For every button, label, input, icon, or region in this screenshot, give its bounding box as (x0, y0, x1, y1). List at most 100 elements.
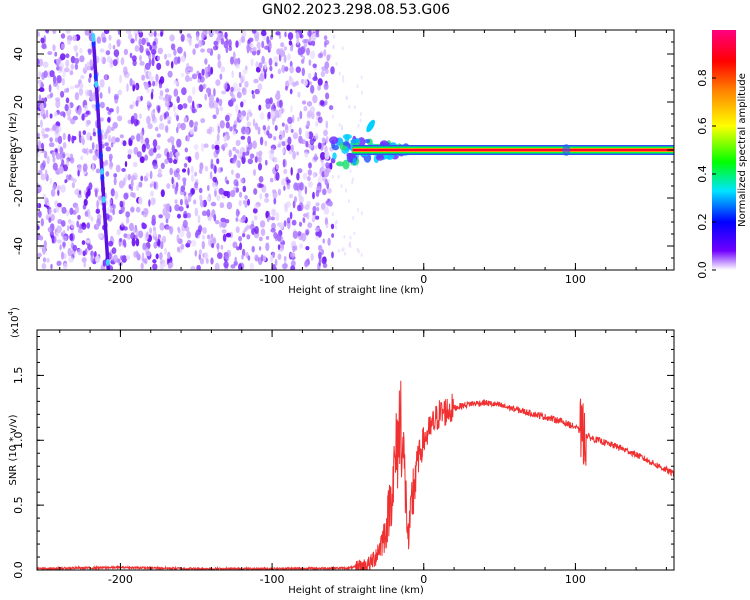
noise-blob (211, 243, 215, 249)
noise-blob (160, 241, 164, 250)
noise-blob (282, 148, 285, 154)
noise-blob (69, 235, 74, 241)
noise-blob (325, 92, 330, 100)
noise-blob (307, 72, 312, 80)
noise-blob (270, 147, 275, 155)
noise-blob (115, 137, 120, 143)
noise-blob (277, 253, 282, 260)
noise-blob (307, 40, 314, 46)
noise-blob (99, 48, 105, 53)
noise-blob (176, 96, 180, 104)
noise-blob (277, 244, 281, 251)
noise-blob (225, 114, 230, 122)
noise-blob (74, 44, 78, 53)
noise-blob (50, 263, 53, 270)
noise-blob (60, 251, 65, 260)
noise-blob (72, 34, 77, 42)
noise-blob (300, 46, 305, 55)
noise-blob (313, 135, 319, 140)
noise-blob (49, 137, 53, 143)
noise-blob (71, 182, 75, 189)
noise-blob (164, 93, 169, 100)
noise-blob (113, 93, 119, 100)
noise-blob (280, 42, 285, 48)
noise-blob (135, 238, 140, 247)
noise-blob (240, 178, 245, 184)
noise-blob (214, 220, 220, 225)
noise-blob (136, 184, 140, 192)
noise-blob (113, 49, 120, 57)
noise-blob (149, 227, 153, 235)
noise-blob (317, 53, 323, 59)
noise-blob (148, 31, 154, 37)
noise-blob (309, 106, 316, 114)
noise-blob (152, 80, 156, 87)
noise-blob (150, 190, 154, 197)
noise-blob (159, 252, 163, 260)
snr-x-ticks: -200 -100 0 100 (59, 330, 667, 586)
noise-blob (53, 208, 57, 214)
noise-blob (126, 233, 132, 240)
noise-blob (199, 200, 205, 208)
noise-blob (287, 32, 294, 41)
noise-blob (235, 172, 241, 179)
noise-blob (109, 208, 113, 213)
noise-blob (111, 247, 117, 255)
noise-blob (316, 111, 321, 117)
y-tick-label: 0 (12, 147, 25, 154)
noise-blob (223, 135, 227, 142)
noise-blob (360, 90, 363, 95)
noise-blob (38, 58, 44, 67)
noise-blob (306, 120, 311, 127)
figure-title: GN02.2023.298.08.53.G06 (262, 2, 450, 18)
noise-blob (249, 43, 254, 48)
noise-blob (139, 30, 142, 33)
noise-blob (194, 121, 199, 127)
noise-blob (120, 57, 125, 66)
noise-blob (87, 244, 93, 251)
noise-blob (265, 159, 268, 166)
noise-blob (99, 92, 103, 99)
noise-blob (145, 172, 149, 179)
noise-blob (263, 255, 267, 262)
noise-blob (311, 33, 317, 42)
noise-blob (48, 217, 52, 223)
noise-blob (207, 184, 210, 192)
noise-blob (133, 146, 139, 155)
snr-y-scale-base: (x10 (10, 315, 21, 338)
noise-blob (96, 213, 102, 221)
x-tick-label: 0 (420, 573, 427, 586)
noise-blob (86, 119, 91, 125)
noise-blob (125, 73, 130, 79)
snr-frame (36, 329, 675, 571)
noise-blob (167, 119, 171, 125)
noise-blob (307, 222, 313, 228)
noise-blob (256, 49, 260, 56)
noise-blob (91, 142, 95, 151)
noise-blob (246, 224, 251, 230)
y-tick-label: 1.0 (12, 432, 25, 450)
y-tick-label: 20 (12, 95, 25, 109)
noise-blob (165, 60, 170, 67)
noise-blob (108, 134, 111, 143)
noise-blob (68, 256, 74, 263)
carrier-blob (342, 141, 350, 147)
noise-blob (46, 257, 50, 263)
noise-blob (49, 177, 53, 185)
noise-blob (242, 214, 246, 222)
noise-blob (208, 126, 212, 135)
noise-blob (107, 117, 111, 123)
noise-blob (219, 106, 224, 112)
noise-blob (216, 242, 220, 250)
noise-blob (290, 105, 293, 113)
noise-blob (315, 231, 320, 237)
noise-blob (129, 104, 134, 110)
noise-blob (270, 73, 274, 79)
noise-blob (106, 56, 112, 63)
noise-blob (331, 212, 334, 217)
noise-blob (269, 153, 275, 161)
noise-blob (271, 103, 275, 113)
noise-blob (238, 263, 242, 270)
noise-blob (221, 221, 227, 228)
noise-blob (112, 122, 118, 129)
